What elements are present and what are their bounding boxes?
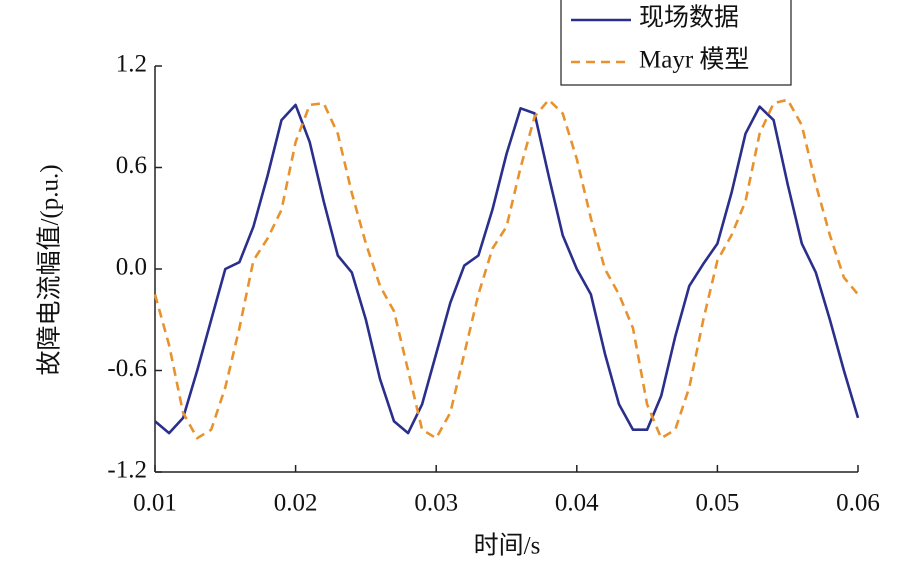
y-tick-label: -1.2 (107, 457, 147, 484)
legend-label: Mayr 模型 (639, 46, 749, 74)
x-tick-label: 0.02 (274, 490, 318, 517)
legend-label: 现场数据 (639, 4, 739, 32)
data-line (153, 98, 859, 440)
y-tick-label: 0.6 (116, 152, 147, 179)
y-tick-label: -0.6 (107, 355, 147, 382)
x-tick-label: 0.05 (696, 490, 740, 517)
x-tick-label: 0.03 (414, 490, 458, 517)
y-tick-label: 0.0 (116, 254, 147, 281)
x-axis-label: 时间/s (474, 532, 541, 560)
data-line (154, 103, 860, 435)
y-axis-label: 故障电流幅值/(p.u.) (36, 164, 64, 375)
x-tick-label: 0.01 (133, 490, 177, 517)
x-tick-label: 0.06 (836, 490, 880, 517)
y-tick-label: 1.2 (116, 51, 147, 78)
legend-box (560, 0, 792, 86)
x-tick-label: 0.04 (555, 490, 599, 517)
